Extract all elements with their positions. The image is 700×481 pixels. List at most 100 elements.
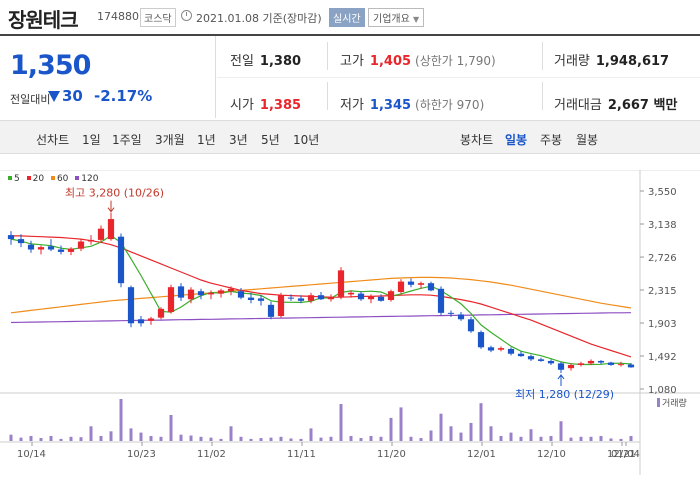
legend-ma20: 20 <box>23 174 44 184</box>
candle-body <box>317 295 325 300</box>
volume-bar <box>439 413 443 441</box>
candle-body <box>347 292 355 295</box>
volume-bar <box>179 434 183 441</box>
volume-bar <box>469 422 473 441</box>
volume-bar <box>279 436 283 441</box>
tab-1y[interactable]: 1년 <box>197 133 216 147</box>
x-tick-label: 11/02 <box>197 449 226 460</box>
stat-amount: 거래대금 2,667 백만 <box>554 94 677 113</box>
stat-amount-value: 2,667 백만 <box>607 98 678 113</box>
upper-limit: (상한가 1,790) <box>415 54 496 68</box>
low-annotation: 최저 1,280 (12/29) <box>515 388 614 401</box>
candle-body <box>587 360 595 364</box>
candle <box>287 294 295 301</box>
candle <box>207 290 215 300</box>
candle <box>477 330 485 349</box>
volume-bar <box>199 436 203 441</box>
volume-bar <box>289 438 293 441</box>
candle-body <box>427 283 435 291</box>
candle <box>67 247 75 256</box>
candle <box>147 316 155 325</box>
candle <box>447 310 455 317</box>
tab-3y[interactable]: 3년 <box>229 133 248 147</box>
stats-divider <box>542 82 543 110</box>
y-tick-label: 3,138 <box>648 220 677 231</box>
tab-3m[interactable]: 3개월 <box>155 133 185 147</box>
stock-name: 장원테크 <box>8 8 79 32</box>
candle-body <box>177 286 185 298</box>
candle <box>587 359 595 365</box>
volume-bar <box>609 438 613 441</box>
legend-swatch <box>8 176 12 180</box>
realtime-button[interactable]: 실시간 <box>329 8 365 27</box>
volume-bar <box>549 435 553 441</box>
volume-bar <box>19 437 23 441</box>
candle-body <box>547 360 555 364</box>
stat-volume: 거래량 1,948,617 <box>554 50 669 69</box>
tab-1w[interactable]: 1주일 <box>112 133 142 147</box>
volume-bar <box>529 429 533 441</box>
volume-bar <box>99 435 103 441</box>
tab-monthly[interactable]: 월봉 <box>576 133 599 147</box>
tab-daily[interactable]: 일봉 <box>505 133 528 147</box>
x-tick-label: 12/10 <box>537 449 566 460</box>
candle-body <box>227 288 235 292</box>
volume-bar <box>629 435 633 441</box>
market-badge: 코스닥 <box>140 8 176 27</box>
candle-body <box>437 288 445 313</box>
volume-bar <box>129 428 133 441</box>
candle <box>107 212 115 241</box>
base-date: 2021.01.08 기준(장마감) <box>196 12 322 25</box>
stock-code: 174880 <box>97 10 139 23</box>
candle-body <box>167 287 175 313</box>
volume-bar <box>479 403 483 441</box>
volume-bar <box>259 438 263 441</box>
chevron-down-icon: ▼ <box>413 15 420 24</box>
candle-body <box>7 235 15 240</box>
candle-body <box>367 296 375 300</box>
chart-tabs: 선차트 1일 1주일 3개월 1년 3년 5년 10년 봉차트 일봉 주봉 월봉 <box>0 120 700 154</box>
volume-bar <box>59 438 63 441</box>
x-tick-label: 11/20 <box>377 449 406 460</box>
tab-weekly[interactable]: 주봉 <box>540 133 563 147</box>
candle-body <box>617 364 625 366</box>
tab-1d[interactable]: 1일 <box>82 133 101 147</box>
compare-label: 전일대비 <box>10 93 51 106</box>
candle <box>277 292 285 318</box>
candle-body <box>467 319 475 332</box>
candle <box>617 361 625 367</box>
candle-body <box>297 298 305 301</box>
volume-bar <box>169 414 173 441</box>
legend-swatch <box>26 176 31 180</box>
change-rate: -2.17% <box>94 87 153 105</box>
candle <box>247 292 255 304</box>
volume-bar <box>89 426 93 441</box>
candle-body <box>277 295 285 317</box>
candle-body <box>97 228 105 240</box>
volume-legend-swatch <box>657 398 660 407</box>
stats-divider <box>327 42 328 70</box>
candle-body <box>197 291 205 296</box>
stock-header: 장원테크 174880 코스닥 2021.01.08 기준(장마감) 실시간 기… <box>0 0 700 34</box>
candle-body <box>287 297 295 299</box>
stats-panel: 전일 1,380 고가 1,405 (상한가 1,790) 거래량 1,948,617 … <box>217 36 700 118</box>
candle-body <box>377 296 385 301</box>
candle-body <box>137 319 145 324</box>
volume-legend-label: 거래량 <box>662 397 687 409</box>
candle-body <box>67 248 75 252</box>
tab-5y[interactable]: 5년 <box>261 133 280 147</box>
x-tick-label: 12/01 <box>467 449 496 460</box>
y-tick-label: 1,492 <box>648 352 677 363</box>
company-overview-dropdown[interactable]: 기업개요 ▼ <box>368 8 425 27</box>
candle <box>597 360 605 365</box>
candle-body <box>47 246 55 250</box>
volume-bar <box>229 426 233 441</box>
candle <box>7 231 15 245</box>
tab-10y[interactable]: 10년 <box>293 133 320 147</box>
candle <box>257 295 265 306</box>
candle-body <box>237 291 245 298</box>
stat-high-value: 1,405 <box>369 54 412 69</box>
candle-body <box>207 292 215 295</box>
candle <box>327 294 335 302</box>
candle <box>567 363 575 371</box>
